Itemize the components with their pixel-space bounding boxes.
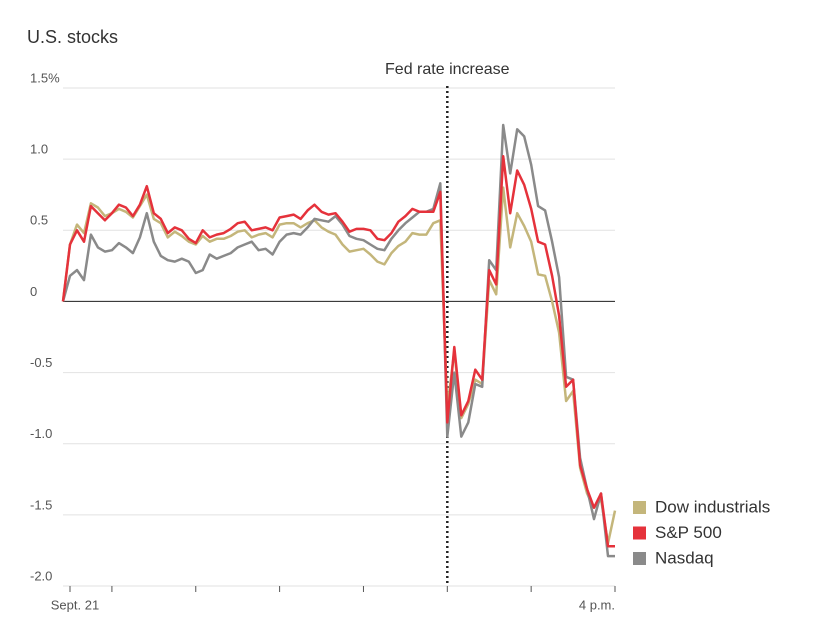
series-line: [61, 186, 617, 545]
legend-label: Dow industrials: [655, 497, 770, 516]
y-tick-label: 1.0: [30, 142, 48, 157]
legend-label: Nasdaq: [655, 548, 714, 567]
chart-title: U.S. stocks: [27, 27, 118, 47]
annotation-text: Fed rate increase: [385, 61, 510, 78]
y-tick-label: 0.5: [30, 213, 48, 228]
series-line: [61, 123, 615, 558]
y-tick-label: -1.0: [30, 426, 52, 441]
legend-swatch: [633, 501, 646, 514]
y-tick-label: -1.5: [30, 497, 52, 512]
series-line: [61, 155, 615, 548]
x-tick-label: 4 p.m.: [579, 597, 615, 612]
legend-label: S&P 500: [655, 523, 722, 542]
legend-swatch: [633, 552, 646, 565]
y-tick-label: 0: [30, 284, 37, 299]
y-tick-label: -0.5: [30, 355, 52, 370]
y-tick-label: 1.5%: [30, 70, 60, 85]
legend-swatch: [633, 526, 646, 540]
y-tick-label: -2.0: [30, 568, 52, 583]
x-tick-label: Sept. 21: [51, 597, 99, 612]
